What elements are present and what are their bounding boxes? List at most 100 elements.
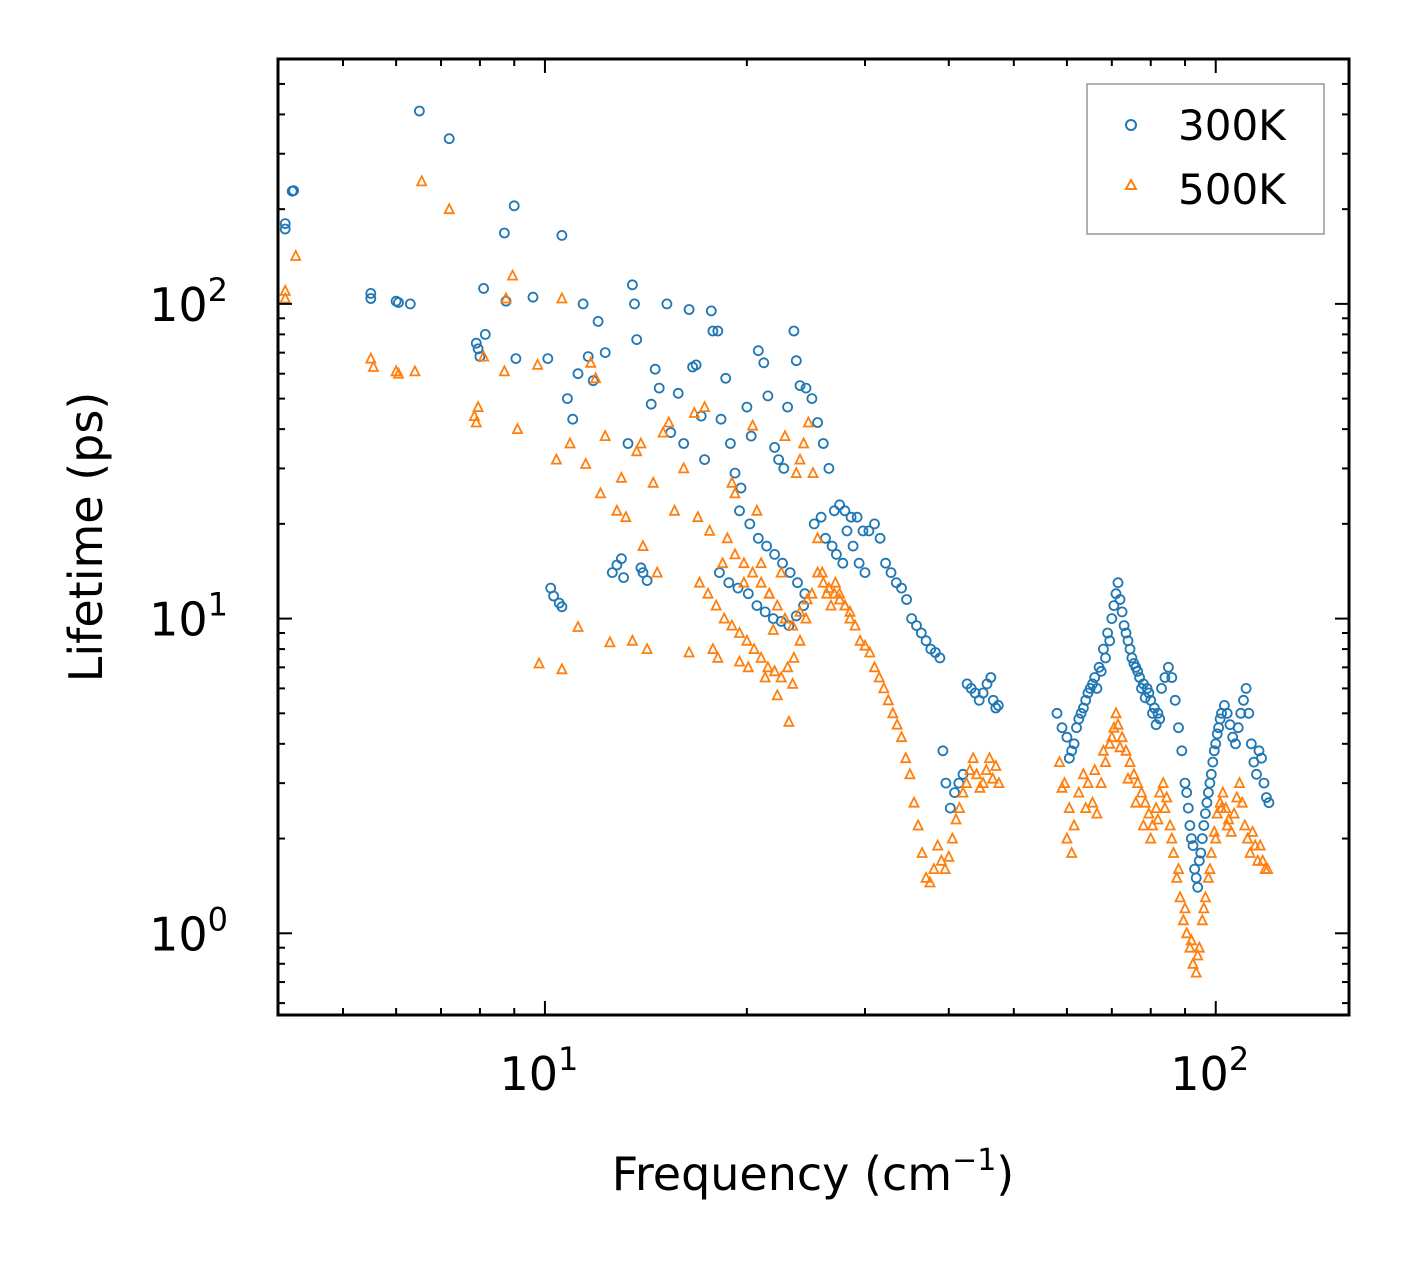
point-500K-229	[1144, 831, 1157, 844]
point-300K-120	[808, 518, 820, 530]
point-500K-196	[1205, 845, 1218, 858]
point-500K-124	[718, 611, 731, 624]
point-500K-77	[820, 586, 833, 599]
y-axis-title: Lifetime (ps)	[59, 392, 113, 683]
point-500K-237	[1197, 901, 1210, 914]
point-500K-33	[619, 510, 632, 523]
point-500K-32	[615, 470, 628, 483]
point-500K-238	[1203, 862, 1216, 874]
point-500K-224	[1105, 730, 1118, 743]
point-300K-41	[629, 298, 640, 310]
point-500K-66	[775, 565, 788, 578]
point-300K-27	[562, 393, 573, 405]
point-300K-219	[1078, 702, 1089, 714]
point-300K-124	[831, 549, 842, 560]
point-500K-176	[1139, 795, 1152, 808]
point-500K-69	[786, 676, 799, 689]
point-300K-225	[1104, 635, 1116, 647]
point-500K-42	[662, 415, 675, 428]
point-500K-1	[279, 291, 292, 304]
point-500K-30	[603, 635, 616, 648]
point-500K-140	[822, 581, 835, 593]
point-500K-155	[1053, 755, 1066, 767]
point-300K-223	[1095, 665, 1107, 677]
point-500K-208	[1238, 818, 1251, 831]
point-500K-64	[767, 622, 780, 635]
point-500K-72	[797, 436, 810, 449]
point-500K-94	[899, 751, 912, 764]
point-500K-44	[677, 461, 690, 474]
point-500K-56	[733, 654, 746, 667]
point-500K-158	[1068, 818, 1081, 831]
point-300K-95	[896, 582, 907, 594]
point-500K-138	[811, 565, 824, 578]
point-500K-82	[844, 611, 856, 624]
legend-marker-500K	[1124, 177, 1138, 190]
point-500K-40	[651, 565, 664, 578]
point-300K-35	[606, 567, 618, 578]
point-300K-129	[859, 567, 871, 578]
point-500K-166	[1103, 736, 1116, 749]
point-500K-60	[750, 503, 763, 516]
point-500K-85	[859, 638, 871, 651]
point-500K-78	[825, 598, 837, 611]
point-500K-169	[1112, 717, 1124, 730]
point-500K-174	[1131, 776, 1144, 788]
point-300K-10	[443, 133, 455, 145]
point-500K-149	[763, 586, 776, 599]
point-300K-183	[1173, 722, 1184, 734]
point-300K-66	[741, 401, 753, 413]
point-300K-244	[1205, 768, 1217, 780]
point-500K-117	[983, 751, 996, 764]
point-500K-218	[1056, 780, 1068, 793]
point-500K-89	[877, 681, 890, 694]
point-500K-38	[641, 642, 654, 654]
point-500K-17	[511, 422, 524, 435]
point-500K-132	[775, 670, 788, 683]
point-300K-79	[806, 393, 818, 405]
point-500K-234	[1179, 901, 1191, 914]
point-500K-110	[960, 776, 973, 788]
point-300K-78	[800, 382, 812, 394]
point-500K-145	[729, 547, 741, 560]
point-300K-88	[857, 525, 869, 537]
point-500K-146	[737, 556, 750, 569]
point-500K-24	[572, 619, 584, 632]
point-500K-147	[746, 565, 759, 578]
point-300K-70	[762, 390, 774, 402]
point-300K-119	[992, 700, 1004, 711]
point-500K-175	[1135, 785, 1148, 798]
point-500K-142	[833, 592, 846, 605]
point-300K-218	[1073, 713, 1085, 725]
point-300K-69	[758, 357, 770, 369]
point-500K-73	[802, 415, 815, 428]
point-300K-142	[742, 588, 754, 600]
point-300K-245	[1208, 745, 1220, 757]
point-300K-51	[672, 387, 684, 399]
point-300K-94	[890, 577, 902, 589]
point-300K-68	[752, 345, 764, 357]
point-500K-221	[1079, 801, 1092, 813]
point-300K-74	[782, 401, 793, 413]
point-500K-104	[939, 862, 952, 874]
point-300K-103	[934, 652, 946, 664]
point-500K-65	[771, 688, 784, 701]
point-500K-12	[472, 400, 485, 413]
point-500K-177	[1142, 806, 1155, 819]
point-300K-202	[1230, 738, 1241, 750]
point-500K-115	[977, 776, 990, 788]
point-500K-118	[986, 771, 999, 784]
point-500K-74	[807, 466, 819, 479]
point-500K-57	[737, 575, 750, 588]
point-500K-120	[992, 776, 1005, 788]
point-500K-226	[1122, 771, 1134, 784]
x-axis-title-sup: −1	[952, 1143, 996, 1178]
point-300K-126	[841, 525, 853, 537]
point-300K-238	[1187, 840, 1199, 851]
point-300K-62	[720, 372, 732, 384]
point-300K-30	[577, 298, 589, 310]
point-300K-80	[812, 417, 823, 428]
point-500K-28	[594, 486, 607, 499]
point-300K-107	[949, 787, 960, 798]
point-500K-143	[838, 598, 851, 611]
